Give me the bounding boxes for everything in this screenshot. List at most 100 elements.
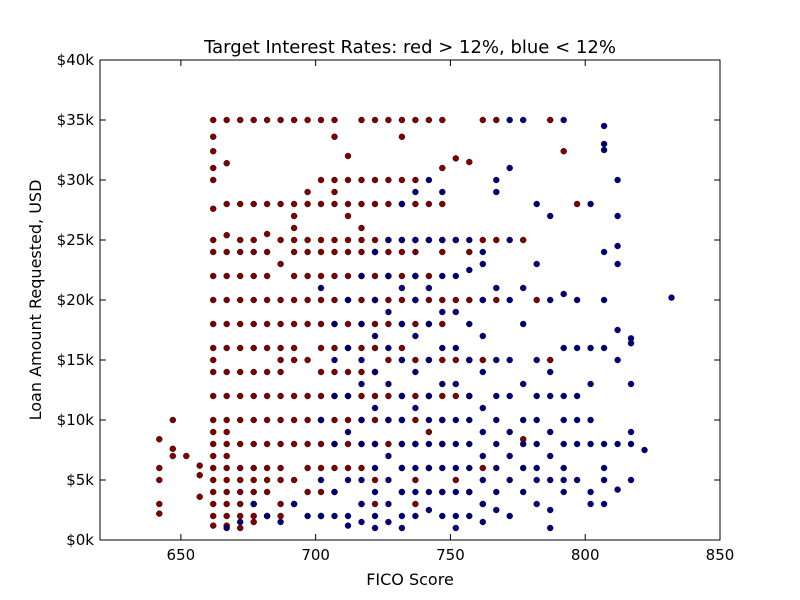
data-point <box>209 416 217 424</box>
data-point <box>439 488 446 496</box>
data-point <box>398 133 406 141</box>
data-point <box>425 440 433 448</box>
data-point <box>587 200 594 208</box>
data-point <box>331 116 338 124</box>
data-point <box>371 344 379 352</box>
data-point <box>250 416 257 424</box>
data-point <box>412 512 419 520</box>
data-point <box>560 116 567 124</box>
data-point <box>317 476 325 484</box>
data-point <box>493 488 500 496</box>
data-point <box>614 486 621 493</box>
data-point <box>600 476 608 484</box>
data-point <box>209 368 217 376</box>
y-tick-label: $10k <box>57 411 95 429</box>
data-point <box>223 440 230 448</box>
data-point <box>452 155 459 162</box>
data-point <box>250 392 257 400</box>
data-point <box>223 488 230 496</box>
data-point <box>452 416 459 424</box>
data-point <box>587 380 594 388</box>
data-point <box>304 236 311 244</box>
data-point <box>493 176 500 184</box>
data-point <box>493 188 500 196</box>
data-point <box>236 236 244 244</box>
data-point <box>304 512 311 520</box>
data-point <box>466 158 473 166</box>
data-point <box>277 464 284 472</box>
data-point <box>520 464 527 472</box>
data-point <box>439 296 446 304</box>
data-point <box>479 356 486 364</box>
data-point <box>439 392 446 400</box>
data-point <box>344 320 352 328</box>
data-point <box>358 476 365 484</box>
data-point <box>344 272 352 280</box>
y-tick-label: $25k <box>57 231 95 249</box>
data-point <box>412 272 419 280</box>
data-point <box>412 236 419 244</box>
data-point <box>412 188 419 196</box>
data-point <box>223 248 230 256</box>
data-point <box>236 464 244 472</box>
data-point <box>452 464 459 472</box>
data-point <box>236 512 244 520</box>
data-point <box>425 428 433 436</box>
data-point <box>479 500 486 508</box>
data-point <box>290 248 298 256</box>
data-point <box>533 392 540 400</box>
plot-frame <box>99 59 721 541</box>
data-point <box>209 512 217 520</box>
data-point <box>304 464 311 472</box>
data-point <box>358 368 365 376</box>
data-point <box>358 440 365 448</box>
data-point <box>398 272 406 280</box>
data-point <box>412 368 419 376</box>
data-point <box>479 452 486 460</box>
data-point <box>331 512 338 520</box>
data-point <box>290 224 298 232</box>
data-point <box>452 296 459 304</box>
y-tick-label: $20k <box>57 291 95 309</box>
x-tick-label: 850 <box>706 546 735 564</box>
data-point <box>412 116 419 124</box>
data-point <box>263 476 271 484</box>
data-point <box>358 272 365 280</box>
data-point <box>183 452 190 460</box>
data-point <box>520 380 527 388</box>
data-point <box>547 524 554 532</box>
data-point <box>614 356 621 364</box>
data-point <box>614 326 621 334</box>
data-point <box>439 188 446 196</box>
data-point <box>627 340 635 347</box>
data-point <box>479 116 486 124</box>
data-point <box>290 392 298 400</box>
data-point <box>209 428 217 436</box>
data-point <box>560 440 567 448</box>
data-point <box>236 320 244 328</box>
data-point <box>263 200 271 208</box>
data-point <box>547 296 554 304</box>
data-point <box>156 436 163 443</box>
data-point <box>250 464 257 472</box>
data-point <box>304 188 311 196</box>
data-point <box>547 506 554 514</box>
data-point <box>236 524 244 532</box>
data-point <box>533 500 540 508</box>
data-point <box>290 296 298 304</box>
data-point <box>506 116 513 124</box>
data-point <box>533 356 540 364</box>
data-point <box>371 332 379 340</box>
data-point <box>223 392 230 400</box>
data-point <box>250 344 257 352</box>
data-point <box>587 416 594 424</box>
data-point <box>277 356 284 364</box>
data-point <box>358 320 365 328</box>
data-point <box>223 159 230 167</box>
data-point <box>466 236 473 244</box>
data-point <box>304 356 311 364</box>
data-point <box>277 344 284 352</box>
data-point <box>290 500 298 508</box>
data-point <box>331 356 338 364</box>
data-point <box>385 476 392 484</box>
